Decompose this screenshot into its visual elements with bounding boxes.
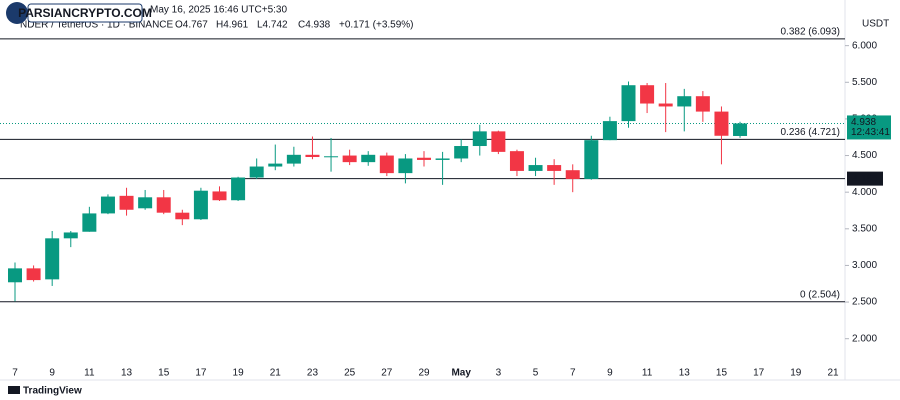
x-tick-label: 11 bbox=[84, 368, 95, 379]
x-tick-label: 17 bbox=[753, 368, 765, 379]
watermark: PARSIANCRYPTO.COM bbox=[6, 2, 152, 24]
x-tick-label: 13 bbox=[679, 368, 691, 379]
candle-body bbox=[82, 213, 97, 232]
level-label: 0.382 (6.093) bbox=[781, 26, 841, 37]
candle-body bbox=[305, 154, 320, 158]
x-tick-label: 25 bbox=[344, 368, 356, 379]
candle-body bbox=[156, 197, 171, 213]
candle-body bbox=[714, 111, 729, 136]
x-tick-label: 19 bbox=[790, 368, 802, 379]
footer: TradingView bbox=[8, 386, 82, 397]
candle-body bbox=[175, 212, 190, 220]
candle-body bbox=[45, 238, 60, 280]
candle-body bbox=[379, 155, 394, 174]
currency: USDT bbox=[862, 19, 889, 30]
candle-body bbox=[138, 197, 153, 209]
candle-body bbox=[528, 165, 543, 171]
watermark-text: PARSIANCRYPTO.COM bbox=[18, 6, 152, 20]
x-tick-label: May bbox=[451, 368, 471, 379]
y-tick-label: 5.500 bbox=[852, 77, 877, 88]
candle-body bbox=[193, 190, 208, 220]
countdown: 12:43:41 bbox=[851, 127, 890, 138]
candle-body bbox=[435, 158, 450, 160]
candle-body bbox=[100, 196, 115, 214]
candle-body bbox=[249, 166, 264, 178]
candle-body bbox=[602, 121, 617, 141]
source: TradingView bbox=[23, 386, 82, 397]
candle-body bbox=[8, 268, 22, 283]
candle-body bbox=[26, 268, 41, 281]
candle-body bbox=[398, 158, 413, 174]
marked-level-label: 4.185 bbox=[852, 173, 877, 184]
ohlc-readout: L4.742 bbox=[257, 20, 288, 31]
candle-body bbox=[212, 191, 227, 201]
candle-body bbox=[361, 154, 376, 163]
y-tick-label: 4.500 bbox=[852, 150, 877, 161]
header-time: May 16, 2025 16:46 UTC+5:30 bbox=[150, 5, 287, 16]
candle-body bbox=[658, 103, 673, 107]
candle-body bbox=[695, 96, 710, 112]
x-tick-label: 23 bbox=[307, 368, 319, 379]
x-tick-label: 9 bbox=[49, 368, 55, 379]
ohlc-readout: C4.938 bbox=[298, 20, 331, 31]
x-tick-label: 29 bbox=[418, 368, 430, 379]
marked-level-box bbox=[847, 171, 883, 186]
last-price-label: 4.938 bbox=[851, 117, 876, 128]
candle-body bbox=[342, 155, 357, 163]
x-tick-label: 13 bbox=[121, 368, 133, 379]
level-label: 0 (2.504) bbox=[800, 289, 840, 300]
x-tick-label: 3 bbox=[496, 368, 502, 379]
candle-body bbox=[565, 170, 580, 179]
candle-body bbox=[119, 195, 134, 210]
candle-body bbox=[621, 85, 636, 122]
watermark-box bbox=[27, 3, 143, 23]
candle-body bbox=[286, 154, 301, 164]
x-tick-label: 7 bbox=[570, 368, 576, 379]
candle-body bbox=[63, 232, 78, 239]
last-price-box bbox=[847, 115, 891, 140]
y-tick-label: 2.500 bbox=[852, 297, 877, 308]
x-tick-label: 19 bbox=[233, 368, 245, 379]
candle-body bbox=[733, 123, 748, 136]
candle-body bbox=[491, 131, 506, 152]
x-tick-label: 27 bbox=[381, 368, 393, 379]
candle-body bbox=[324, 156, 339, 158]
candle-body bbox=[547, 165, 562, 171]
candle-body bbox=[417, 157, 431, 160]
y-tick-label: 3.000 bbox=[852, 260, 877, 271]
y-tick-label: 4.000 bbox=[852, 187, 877, 198]
ohlc-readout: O4.767 bbox=[175, 20, 208, 31]
symbol: NDER / TetherUS · 1D · BINANCE bbox=[20, 20, 174, 31]
x-tick-label: 21 bbox=[270, 368, 282, 379]
ohlc-readout: H4.961 bbox=[216, 20, 249, 31]
ohlc-readout: +0.171 (+3.59%) bbox=[339, 20, 414, 31]
candle-body bbox=[454, 146, 469, 159]
candle-body bbox=[231, 177, 246, 201]
x-tick-label: 5 bbox=[533, 368, 539, 379]
x-tick-label: 15 bbox=[716, 368, 728, 379]
level-label: 0.236 (4.721) bbox=[781, 127, 841, 138]
y-tick-label: 2.000 bbox=[852, 333, 877, 344]
candle-body bbox=[677, 96, 692, 107]
x-tick-label: 17 bbox=[195, 368, 207, 379]
candle-body bbox=[509, 151, 524, 171]
candle-body bbox=[584, 140, 599, 179]
x-tick-label: 21 bbox=[827, 368, 839, 379]
candle-body bbox=[268, 163, 283, 167]
candle-body bbox=[472, 131, 487, 147]
source-logo bbox=[8, 386, 20, 394]
x-tick-label: 11 bbox=[642, 368, 653, 379]
candle-body bbox=[640, 85, 655, 104]
x-tick-label: 7 bbox=[12, 368, 18, 379]
x-tick-label: 15 bbox=[158, 368, 170, 379]
y-tick-label: 6.000 bbox=[852, 40, 877, 51]
y-tick-label: 3.500 bbox=[852, 223, 877, 234]
x-tick-label: 9 bbox=[607, 368, 613, 379]
watermark-logo bbox=[6, 2, 28, 24]
